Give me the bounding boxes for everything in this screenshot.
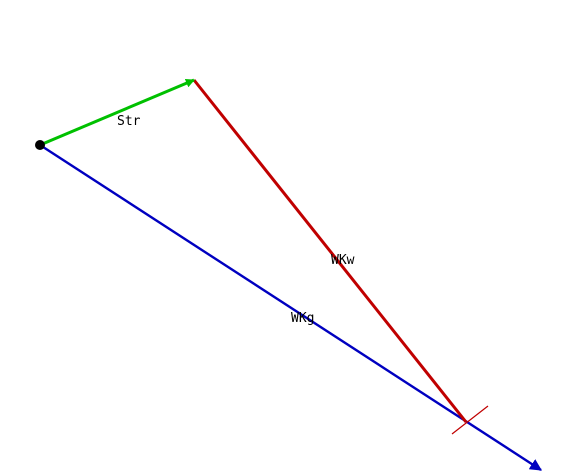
intersection-tick-mark: [451, 405, 489, 435]
wkw-label: WKw: [331, 253, 355, 268]
wkg-label: WKg: [291, 311, 314, 326]
str-vector-line: [39, 78, 195, 147]
wkw-vector-line: [192, 79, 468, 423]
str-label: Str: [117, 114, 141, 129]
origin-point: [35, 140, 45, 150]
wkg-vector-line: [39, 143, 543, 472]
